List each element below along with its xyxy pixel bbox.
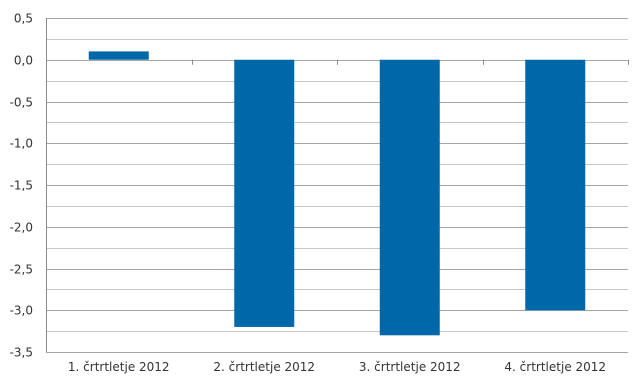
y-tick-label: -2,0: [10, 221, 33, 235]
x-category-label: 2. črtrtletje 2012: [213, 360, 315, 374]
bars: [88, 51, 586, 336]
y-tick-label: -1,0: [10, 137, 33, 151]
bar: [88, 51, 149, 60]
y-tick-label: -0,5: [10, 96, 33, 110]
x-category-label: 1. črtrtletje 2012: [68, 360, 170, 374]
y-tick-label: 0,0: [14, 54, 33, 68]
y-tick-label: -3,5: [10, 346, 33, 360]
axes: [46, 18, 629, 352]
y-tick-label: 0,5: [14, 12, 33, 26]
x-category-label: 3. črtrtletje 2012: [359, 360, 461, 374]
bar: [525, 59, 586, 311]
bar: [379, 59, 440, 336]
x-category-label: 4. črtrtletje 2012: [504, 360, 606, 374]
y-tick-label: -3,0: [10, 304, 33, 318]
y-tick-label: -2,5: [10, 263, 33, 277]
tick-labels: 0,5 0,0 -0,5 -1,0 -1,5 -2,0 -2,5 -3,0 -3,5 1. črt…: [10, 12, 606, 375]
y-tick-label: -1,5: [10, 179, 33, 193]
bar: [234, 59, 295, 327]
